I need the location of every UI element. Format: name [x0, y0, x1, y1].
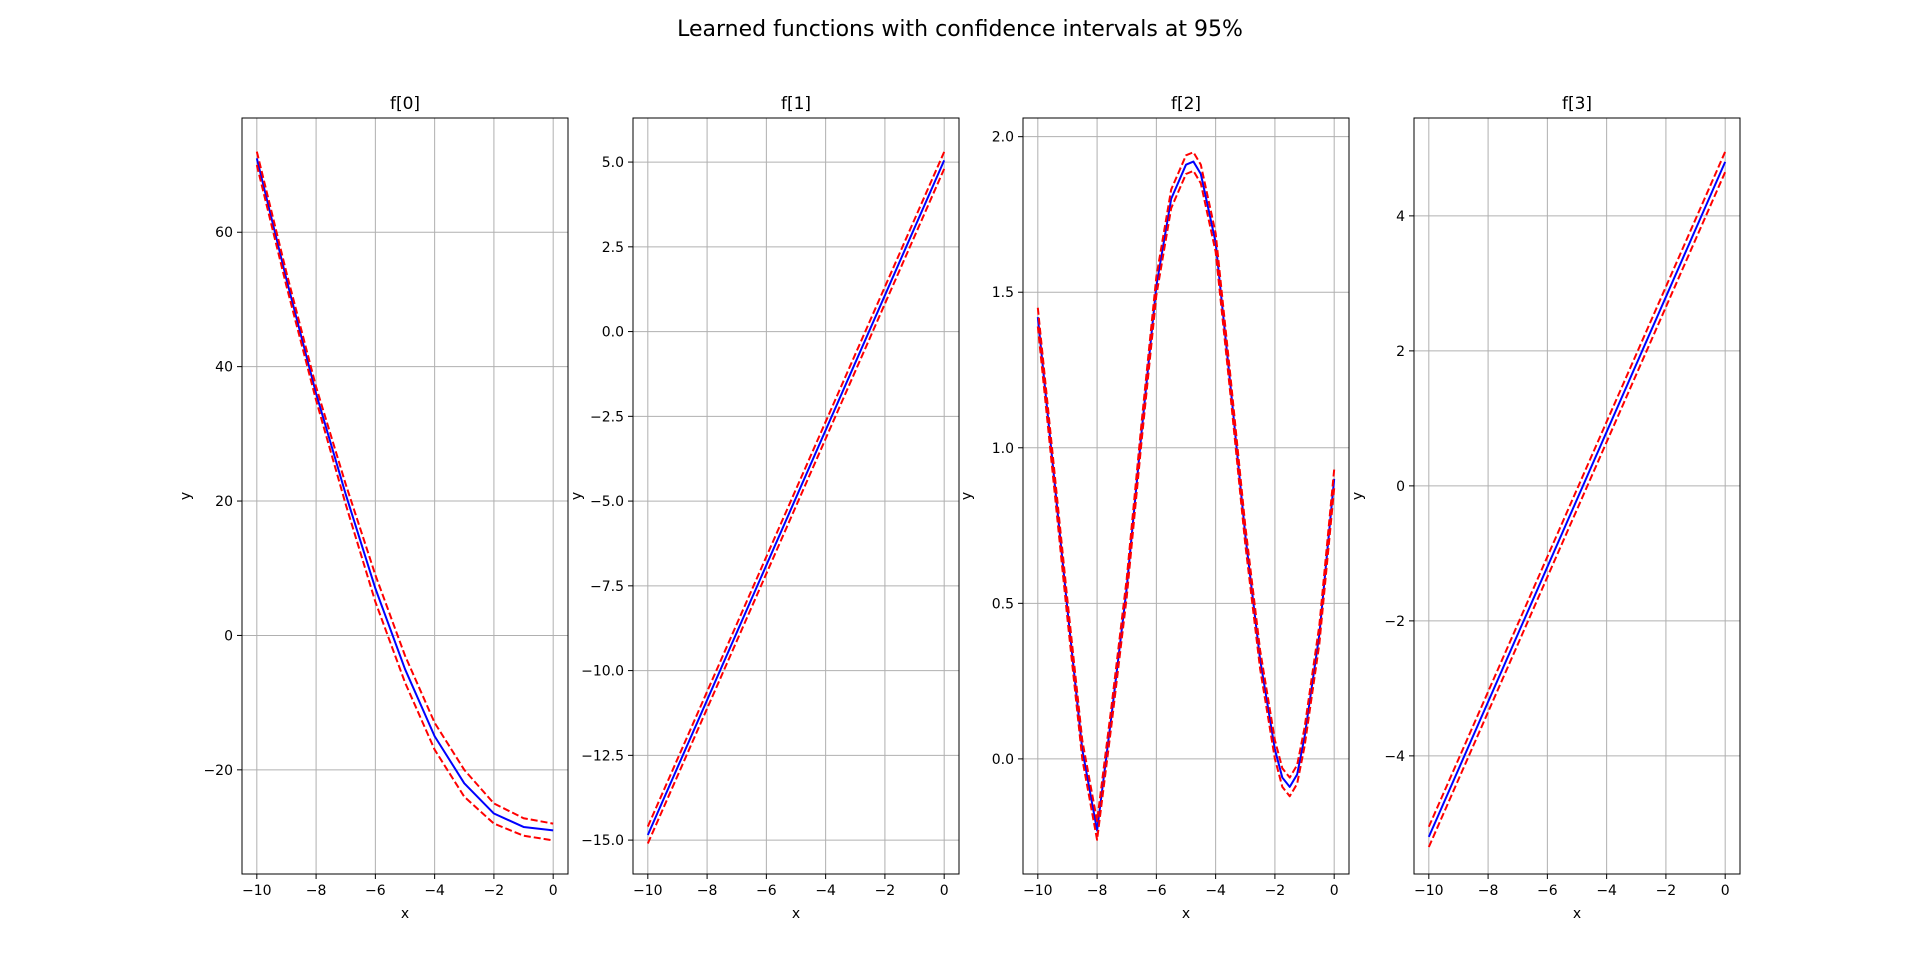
y-tick-label: 1.0 — [992, 441, 1014, 457]
y-axis-label: y — [1350, 492, 1366, 500]
axes-frame — [1413, 117, 1741, 875]
x-tick-label: −4 — [1205, 883, 1226, 899]
x-tick-label: 0 — [1721, 883, 1730, 899]
x-axis-label: x — [1182, 906, 1190, 922]
y-tick-label: 5.0 — [602, 155, 624, 171]
x-tick-label: −6 — [365, 883, 386, 899]
data-lines — [1427, 151, 1727, 848]
y-tick-label: 0.0 — [602, 325, 624, 341]
x-tick-label: −6 — [1537, 883, 1558, 899]
y-tick-label: 0.0 — [992, 752, 1014, 768]
x-axis-label: x — [1573, 906, 1581, 922]
y-tick-label: 20 — [215, 494, 233, 510]
y-tick-label: −7.5 — [590, 579, 624, 595]
subplot-title: f[1] — [781, 94, 811, 114]
y-tick-label: 0 — [224, 628, 233, 644]
data-lines — [1036, 151, 1336, 841]
subplot-title: f[0] — [390, 94, 420, 114]
y-tick-label: −20 — [203, 763, 233, 779]
data-lines — [255, 151, 554, 842]
series-line-mean — [1036, 160, 1336, 832]
x-tick-label: −10 — [633, 883, 663, 899]
y-axis-label: y — [959, 492, 975, 500]
x-tick-label: −10 — [1023, 883, 1053, 899]
x-tick-label: −2 — [1265, 883, 1286, 899]
y-tick-label: −2 — [1384, 614, 1405, 630]
x-axis-label: x — [401, 906, 409, 922]
series-line-lower — [1036, 169, 1336, 841]
x-tick-label: −8 — [1478, 883, 1499, 899]
x-axis-label: x — [792, 906, 800, 922]
y-tick-label: −12.5 — [581, 748, 624, 764]
axes-frame — [632, 117, 960, 875]
y-tick-label: 60 — [215, 225, 233, 241]
x-tick-label: −6 — [756, 883, 777, 899]
x-tick-label: −2 — [875, 883, 896, 899]
y-tick-label: 0.5 — [992, 596, 1014, 612]
data-lines — [646, 151, 946, 844]
series-line-mean — [255, 158, 554, 832]
subplot-title: f[3] — [1562, 94, 1592, 114]
x-tick-label: −4 — [815, 883, 836, 899]
axes-frame — [241, 117, 569, 875]
y-tick-label: 2 — [1396, 344, 1405, 360]
subplot-1: −10 −8 −6 −4 −2 0 −15.0 −12.5 −10.0 −7.5 −5.0 −2.5 0… — [569, 94, 960, 922]
x-tick-label: −10 — [242, 883, 272, 899]
series-line-mean — [1427, 161, 1727, 838]
x-tick-label: −8 — [697, 883, 718, 899]
y-tick-label: 2.5 — [602, 240, 624, 256]
axes-frame — [1022, 117, 1350, 875]
x-tick-label: −4 — [1596, 883, 1617, 899]
y-tick-label: 0 — [1396, 479, 1405, 495]
subplot-title: f[2] — [1171, 94, 1201, 114]
series-line-upper — [255, 151, 554, 825]
x-tick-label: −8 — [1087, 883, 1108, 899]
y-tick-label: −4 — [1384, 749, 1405, 765]
x-tick-label: 0 — [1330, 883, 1339, 899]
x-tick-label: −2 — [484, 883, 505, 899]
y-tick-label: 1.5 — [992, 285, 1014, 301]
y-tick-label: −10.0 — [581, 664, 624, 680]
subplot-2: −10 −8 −6 −4 −2 0 0.0 0.5 1.0 1.5 2.0 f[2] x y — [959, 94, 1350, 922]
y-tick-label: 40 — [215, 360, 233, 376]
subplot-3: −10 −8 −6 −4 −2 0 −4 −2 0 2 4 f[3] x y — [1350, 94, 1741, 922]
figure-title: Learned functions with confidence interv… — [677, 17, 1243, 42]
y-tick-label: 2.0 — [992, 130, 1014, 146]
y-axis-label: y — [178, 492, 194, 500]
series-line-mean — [646, 159, 946, 836]
series-line-upper — [1427, 151, 1727, 828]
x-tick-label: −10 — [1414, 883, 1444, 899]
series-line-lower — [1427, 171, 1727, 848]
x-tick-label: −2 — [1656, 883, 1677, 899]
series-line-lower — [255, 164, 554, 842]
series-line-lower — [646, 168, 946, 844]
x-tick-label: 0 — [549, 883, 558, 899]
y-tick-label: −15.0 — [581, 833, 624, 849]
x-tick-label: −4 — [424, 883, 445, 899]
y-tick-label: −5.0 — [590, 494, 624, 510]
series-line-upper — [646, 151, 946, 827]
y-tick-label: −2.5 — [590, 409, 624, 425]
x-tick-label: −8 — [306, 883, 327, 899]
y-axis-label: y — [569, 492, 585, 500]
y-tick-label: 4 — [1396, 209, 1405, 225]
x-tick-label: 0 — [940, 883, 949, 899]
series-line-upper — [1036, 151, 1336, 823]
x-tick-label: −6 — [1146, 883, 1167, 899]
